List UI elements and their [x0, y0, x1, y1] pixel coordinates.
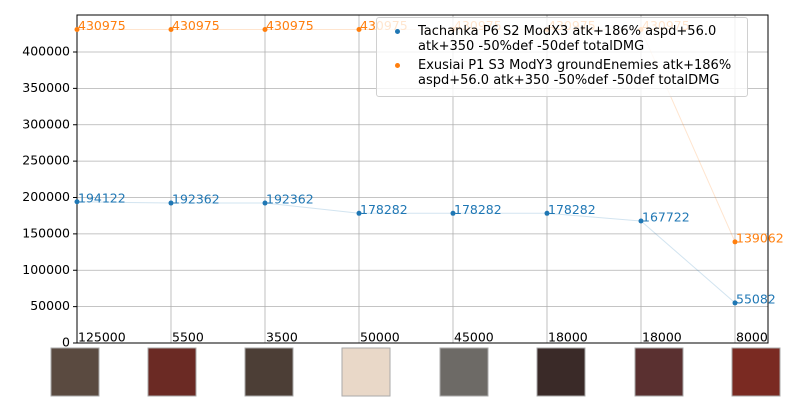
x-tick-label: 50000	[360, 330, 400, 345]
legend-marker	[395, 63, 400, 68]
enemy-image	[536, 347, 586, 397]
legend-label: Tachanka P6 S2 ModX3 atk+186% aspd+56.0 …	[418, 24, 717, 54]
point	[356, 26, 362, 32]
legend-item: Tachanka P6 S2 ModX3 atk+186% aspd+56.0 …	[383, 24, 741, 54]
x-tick-label: 18000	[548, 330, 588, 345]
data-label: 192362	[172, 192, 220, 207]
y-tick-label: 300000	[22, 116, 70, 131]
enemy-image	[439, 347, 489, 397]
point	[74, 26, 80, 32]
legend-item: Exusiai P1 S3 ModY3 groundEnemies atk+18…	[383, 58, 741, 88]
legend-label: Exusiai P1 S3 ModY3 groundEnemies atk+18…	[418, 58, 732, 88]
data-label: 178282	[360, 202, 408, 217]
x-tick-label: 8000	[736, 330, 768, 345]
legend-marker	[395, 29, 400, 34]
x-tick-label: 5500	[172, 330, 204, 345]
point	[544, 210, 550, 216]
enemy-image	[634, 347, 684, 397]
point	[356, 210, 362, 216]
x-tick-label: 18000	[642, 330, 682, 345]
y-tick-label: 100000	[22, 262, 70, 277]
point	[168, 200, 174, 206]
axes-frame	[76, 14, 769, 344]
enemy-image	[731, 347, 781, 397]
x-tick-label: 125000	[78, 330, 126, 345]
point	[638, 218, 644, 224]
data-label: 178282	[454, 202, 502, 217]
data-label: 430975	[172, 18, 220, 33]
y-tick-label: 350000	[22, 80, 70, 95]
grid	[76, 15, 768, 344]
legend: Tachanka P6 S2 ModX3 atk+186% aspd+56.0 …	[376, 17, 748, 97]
enemy-image	[50, 347, 100, 397]
enemy-image	[244, 347, 294, 397]
y-tick-label: 200000	[22, 189, 70, 204]
enemy-images	[50, 347, 781, 397]
point	[262, 26, 268, 32]
data-label: 194122	[78, 190, 126, 205]
data-label: 178282	[548, 202, 596, 217]
data-label: 139062	[736, 230, 784, 245]
point	[450, 210, 456, 216]
data-label: 430975	[78, 18, 126, 33]
y-tick-label: 0	[62, 335, 70, 350]
point	[168, 26, 174, 32]
enemy-image	[147, 347, 197, 397]
point	[732, 239, 738, 245]
data-label: 55082	[736, 291, 776, 306]
data-label: 192362	[266, 192, 314, 207]
point	[732, 300, 738, 306]
x-tick-label: 3500	[266, 330, 298, 345]
data-label: 430975	[266, 18, 314, 33]
series-line	[76, 201, 736, 304]
point	[262, 200, 268, 206]
point	[74, 199, 80, 205]
y-tick-label: 50000	[30, 298, 70, 313]
y-tick-label: 150000	[22, 225, 70, 240]
data-label: 167722	[642, 209, 690, 224]
enemy-image	[341, 347, 391, 397]
y-tick-label: 400000	[22, 44, 70, 59]
x-tick-label: 45000	[454, 330, 494, 345]
y-tick-label: 250000	[22, 153, 70, 168]
